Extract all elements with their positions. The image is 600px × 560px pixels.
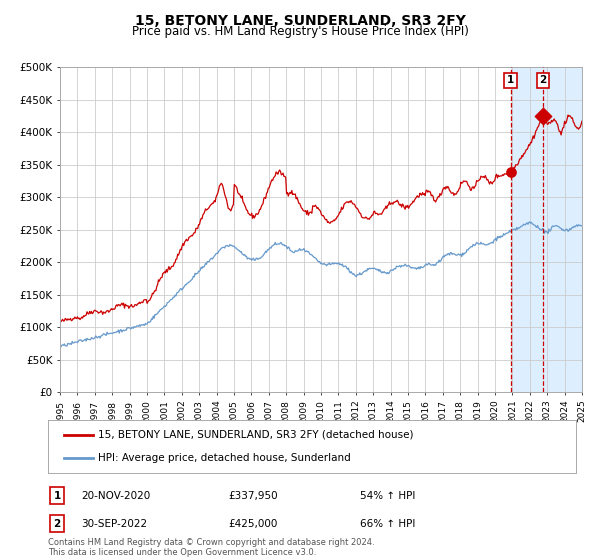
Text: 54% ↑ HPI: 54% ↑ HPI <box>360 491 415 501</box>
Text: 66% ↑ HPI: 66% ↑ HPI <box>360 519 415 529</box>
Point <box>506 168 515 177</box>
Text: 1: 1 <box>53 491 61 501</box>
Text: 1: 1 <box>507 76 514 85</box>
Text: 2: 2 <box>53 519 61 529</box>
Bar <box>511 67 582 392</box>
Text: 30-SEP-2022: 30-SEP-2022 <box>81 519 147 529</box>
Text: 2: 2 <box>539 76 547 85</box>
Point <box>538 111 548 120</box>
Text: 20-NOV-2020: 20-NOV-2020 <box>81 491 150 501</box>
Text: Price paid vs. HM Land Registry's House Price Index (HPI): Price paid vs. HM Land Registry's House … <box>131 25 469 38</box>
Text: 15, BETONY LANE, SUNDERLAND, SR3 2FY: 15, BETONY LANE, SUNDERLAND, SR3 2FY <box>134 14 466 28</box>
Text: HPI: Average price, detached house, Sunderland: HPI: Average price, detached house, Sund… <box>98 453 351 463</box>
Text: 15, BETONY LANE, SUNDERLAND, SR3 2FY (detached house): 15, BETONY LANE, SUNDERLAND, SR3 2FY (de… <box>98 430 413 440</box>
Text: Contains HM Land Registry data © Crown copyright and database right 2024.
This d: Contains HM Land Registry data © Crown c… <box>48 538 374 557</box>
Text: £337,950: £337,950 <box>228 491 278 501</box>
Text: £425,000: £425,000 <box>228 519 277 529</box>
